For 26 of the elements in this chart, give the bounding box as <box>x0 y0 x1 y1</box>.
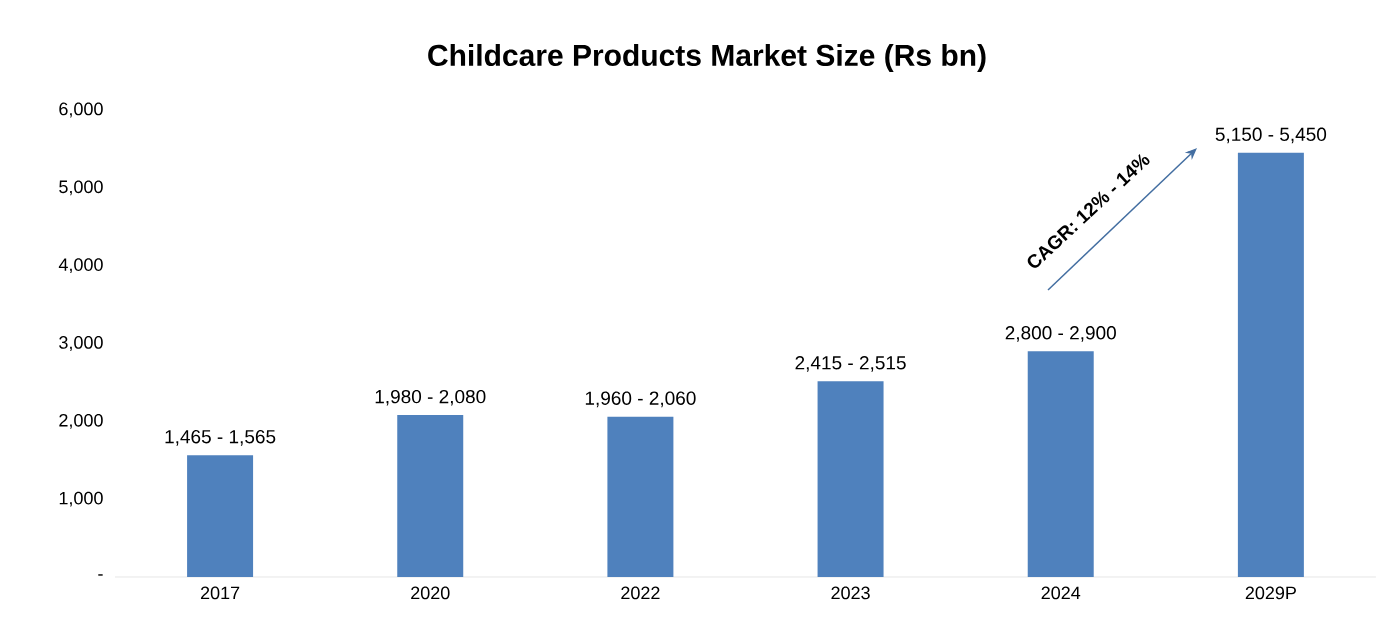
bar <box>1237 152 1304 577</box>
y-tick-label: 6,000 <box>59 102 103 118</box>
annotation: 5,150 - 5,450 <box>1215 127 1327 144</box>
x-tick-label: 2020 <box>411 586 450 600</box>
x-tick-label: 2017 <box>200 586 240 600</box>
x-tick-label: 2024 <box>1041 586 1081 600</box>
x-tick-label: 2022 <box>621 586 660 600</box>
bar <box>1027 351 1094 577</box>
chart-title: Childcare Products Market Size (Rs bn) <box>428 44 986 72</box>
annotation: 1,960 - 2,060 <box>585 391 696 408</box>
annotation: 2,415 - 2,515 <box>795 356 906 372</box>
y-tick-label: - <box>98 574 103 576</box>
y-tick-label: 2,000 <box>59 413 103 429</box>
bar <box>397 415 464 577</box>
annotation: 2,800 - 2,900 <box>1005 326 1116 342</box>
y-tick-label: 5,000 <box>59 180 103 196</box>
bar <box>187 455 254 577</box>
y-tick-label: 1,000 <box>59 491 103 507</box>
annotation: 1,465 - 1,565 <box>165 429 276 446</box>
x-tick-label: 2023 <box>831 586 870 600</box>
bar <box>607 416 674 577</box>
annotation: 1,980 - 2,080 <box>375 389 486 406</box>
y-tick-label: 4,000 <box>58 258 103 274</box>
x-tick-label: 2029P <box>1245 586 1296 600</box>
bar <box>817 381 884 577</box>
y-tick-label: 3,000 <box>59 336 103 351</box>
